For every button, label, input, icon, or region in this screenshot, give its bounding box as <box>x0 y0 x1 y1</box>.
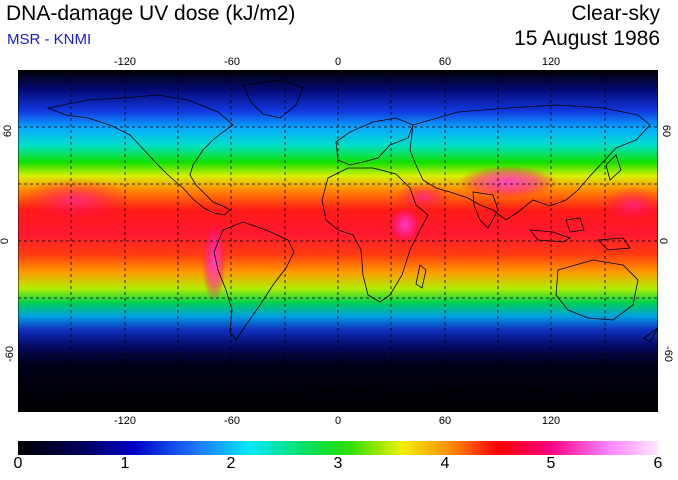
coast-madagascar <box>415 264 427 289</box>
colorbar-label: 0 <box>13 455 23 472</box>
coast-greenland <box>242 79 304 119</box>
coast-japan <box>605 154 622 181</box>
hotspot-tibet <box>458 166 558 198</box>
map-date: 15 August 1986 <box>514 27 660 50</box>
hotspot-andes <box>202 222 226 302</box>
coast-india <box>472 191 499 229</box>
border-tick <box>498 409 551 412</box>
coast-new-zealand <box>643 327 658 343</box>
hotspot-east-pacific <box>21 178 131 222</box>
lat-tick-right: 0 <box>657 237 670 245</box>
colorbar-gradient <box>18 441 658 455</box>
colorbar <box>18 441 658 455</box>
sky-condition: Clear-sky <box>571 2 660 25</box>
hotspot-ethiopia <box>389 207 421 243</box>
border-tick <box>498 70 551 73</box>
colorbar-label: 2 <box>226 455 236 472</box>
hotspot-west-pacific <box>603 187 658 223</box>
border-tick <box>71 70 125 73</box>
source-label: MSR - KNMI <box>7 31 92 48</box>
lon-tick-bottom: 60 <box>438 415 452 427</box>
graticule <box>18 70 658 412</box>
border-tick <box>285 70 338 73</box>
colorbar-label: 5 <box>546 455 556 472</box>
lon-tick-top: -60 <box>224 56 240 68</box>
lon-tick-bottom: -60 <box>224 415 240 427</box>
lat-tick-left: 60 <box>2 124 15 138</box>
lon-tick-top: 0 <box>334 56 342 68</box>
border-tick <box>178 409 231 412</box>
lon-tick-bottom: 120 <box>541 415 561 427</box>
border-tick <box>391 409 445 412</box>
hotspot-arabia <box>395 183 451 211</box>
lon-tick-top: 120 <box>541 56 561 68</box>
colorbar-label: 4 <box>440 455 450 472</box>
border-tick <box>605 70 658 73</box>
lat-tick-left: -60 <box>3 346 16 362</box>
lat-tick-left: 0 <box>0 237 12 245</box>
map-border <box>18 70 658 412</box>
lon-tick-top: 60 <box>438 56 452 68</box>
coastlines <box>18 79 658 401</box>
coast-indonesia <box>529 229 571 243</box>
border-tick <box>605 409 658 412</box>
lon-tick-bottom: -120 <box>113 415 137 427</box>
colorbar-label: 1 <box>120 455 130 472</box>
colorbar-label: 3 <box>333 455 343 472</box>
border-tick <box>71 409 125 412</box>
uv-dose-map <box>18 70 658 412</box>
border-tick <box>178 70 231 73</box>
border-tick <box>391 70 445 73</box>
map-title: DNA-damage UV dose (kJ/m2) <box>6 2 296 25</box>
colorbar-label: 6 <box>653 455 663 472</box>
coast-borneo <box>565 217 585 233</box>
lat-tick-right: -60 <box>661 346 674 362</box>
lon-tick-top: -120 <box>113 56 137 68</box>
coast-asia <box>409 104 651 221</box>
coast-europe <box>335 117 414 166</box>
coast-africa <box>321 167 429 303</box>
lat-tick-right: 60 <box>660 124 673 138</box>
lon-tick-bottom: 0 <box>334 415 342 427</box>
coast-south-america <box>213 221 295 341</box>
coast-australia <box>555 259 639 321</box>
border-tick <box>285 409 338 412</box>
coast-north-america <box>46 94 234 216</box>
